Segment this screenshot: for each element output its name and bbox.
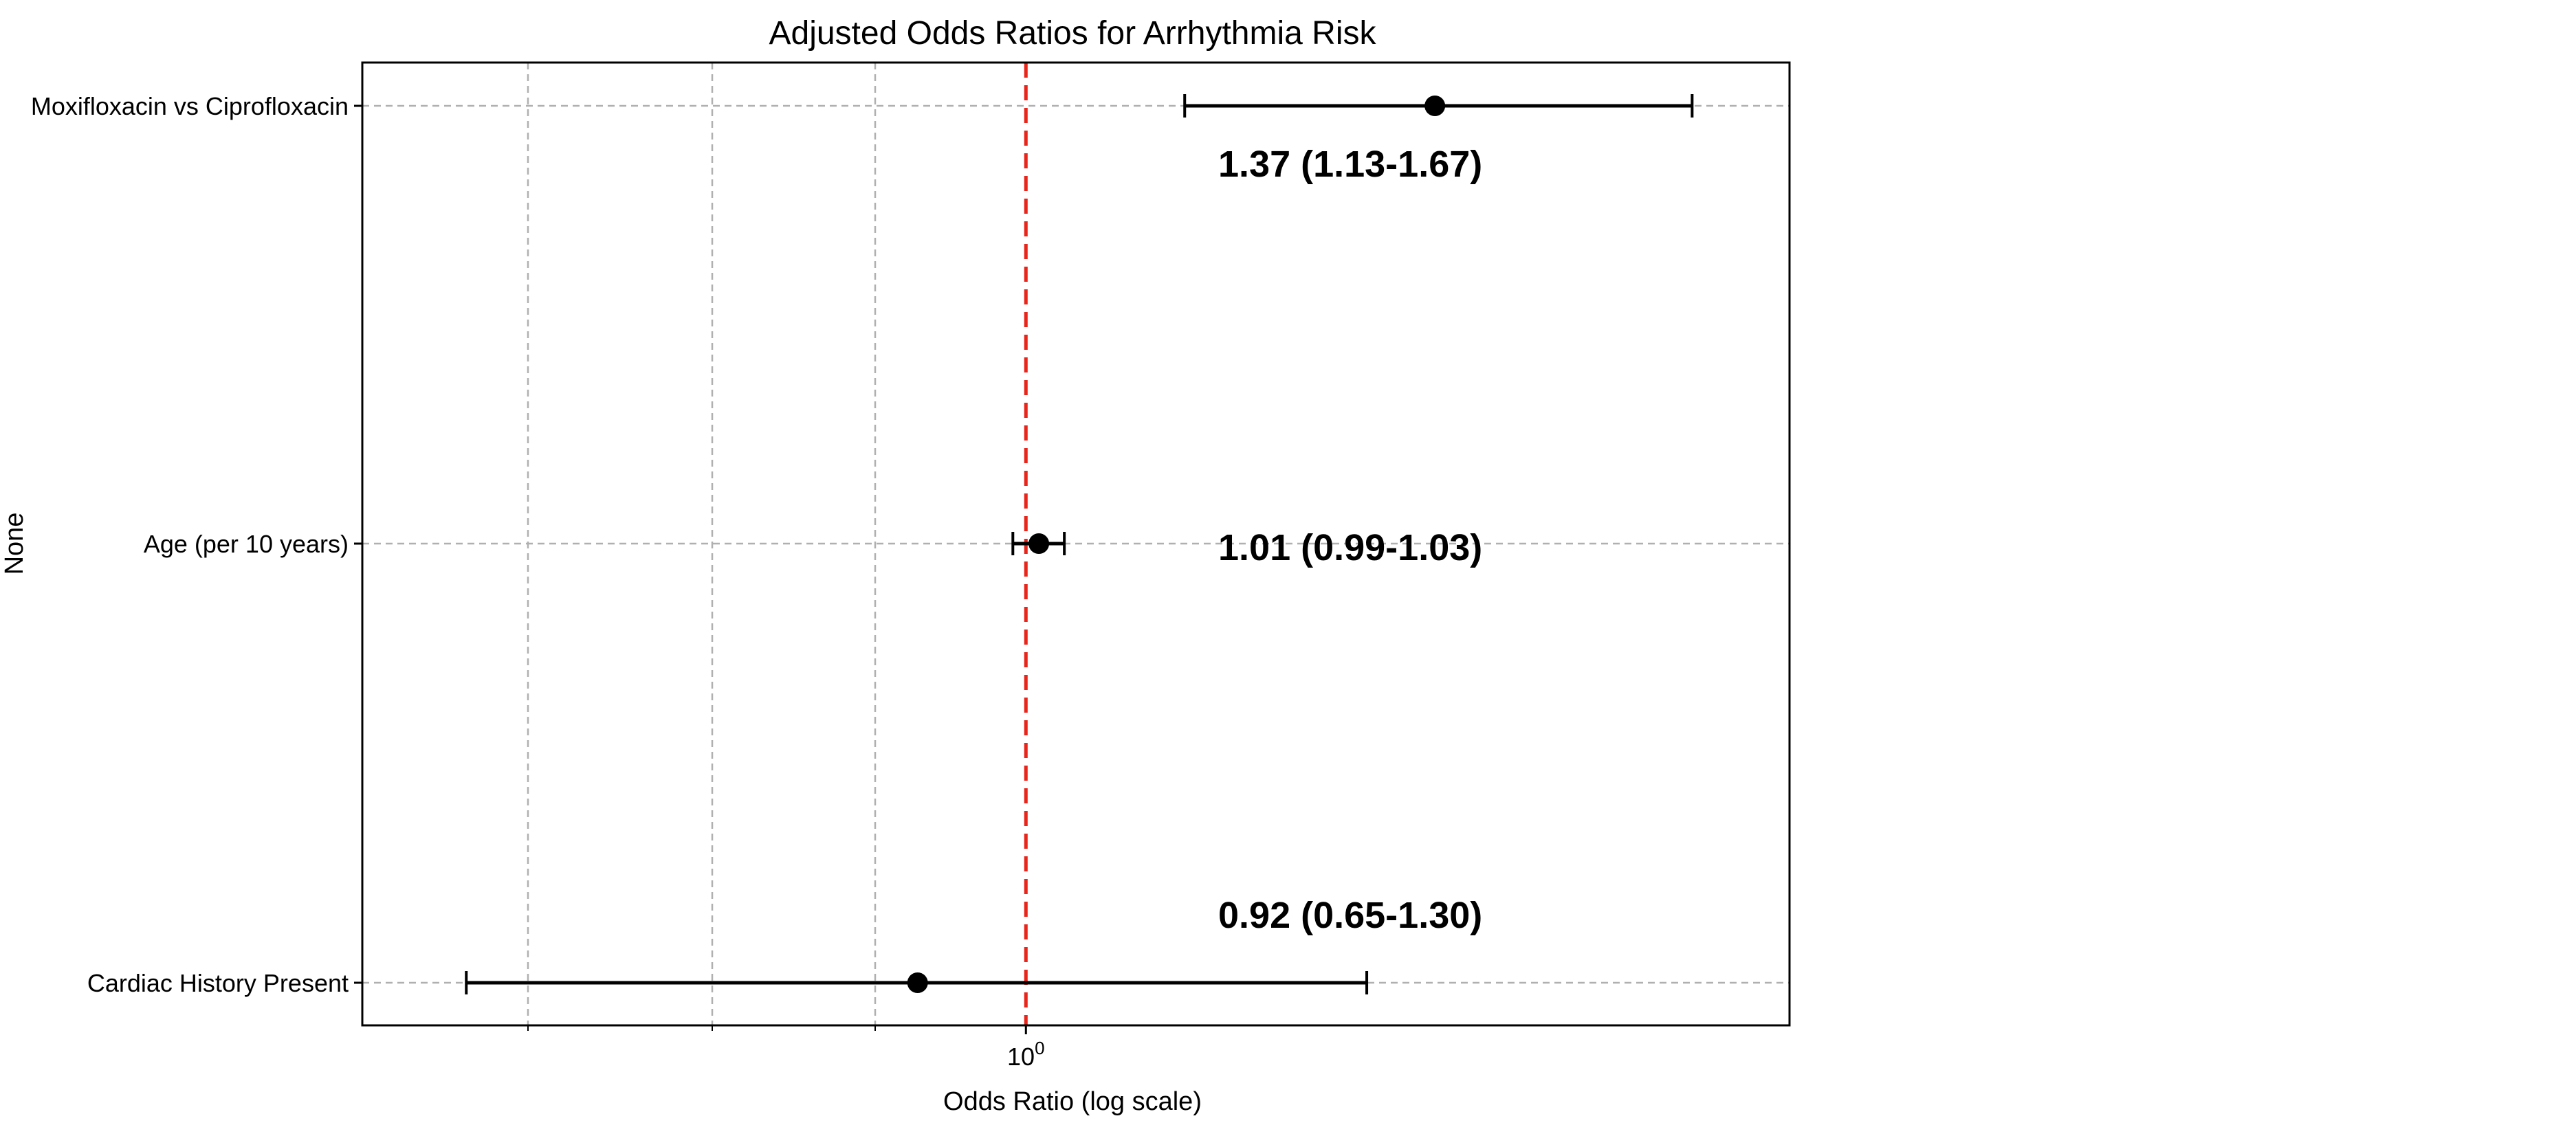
odds-ratio-annotation: 1.37 (1.13-1.67) [1218,144,1482,185]
odds-ratio-annotation: 0.92 (0.65-1.30) [1218,895,1482,936]
odds-ratio-point [1424,96,1446,116]
x-axis-label: Odds Ratio (log scale) [943,1087,1202,1116]
y-tick-label: Age (per 10 years) [144,530,349,558]
y-tick-label: Moxifloxacin vs Ciprofloxacin [31,92,349,120]
y-axis-ticks: Moxifloxacin vs Ciprofloxacin Age (per 10… [31,92,362,997]
grid-lines [362,63,1790,1025]
data-marks: 1.37 (1.13-1.67) 1.01 (0.99-1.03) 0.92 (0.… [465,94,1694,994]
odds-ratio-point [1028,533,1050,554]
x-tick-label: 100 [1007,1038,1045,1071]
odds-ratio-point [907,972,928,993]
odds-ratio-annotation: 1.01 (0.99-1.03) [1218,527,1482,568]
y-axis-label: None [0,513,29,575]
x-axis-ticks: 100 [527,1025,1045,1071]
chart-title: Adjusted Odds Ratios for Arrhythmia Risk [769,15,1376,52]
y-tick-label: Cardiac History Present [87,969,349,997]
